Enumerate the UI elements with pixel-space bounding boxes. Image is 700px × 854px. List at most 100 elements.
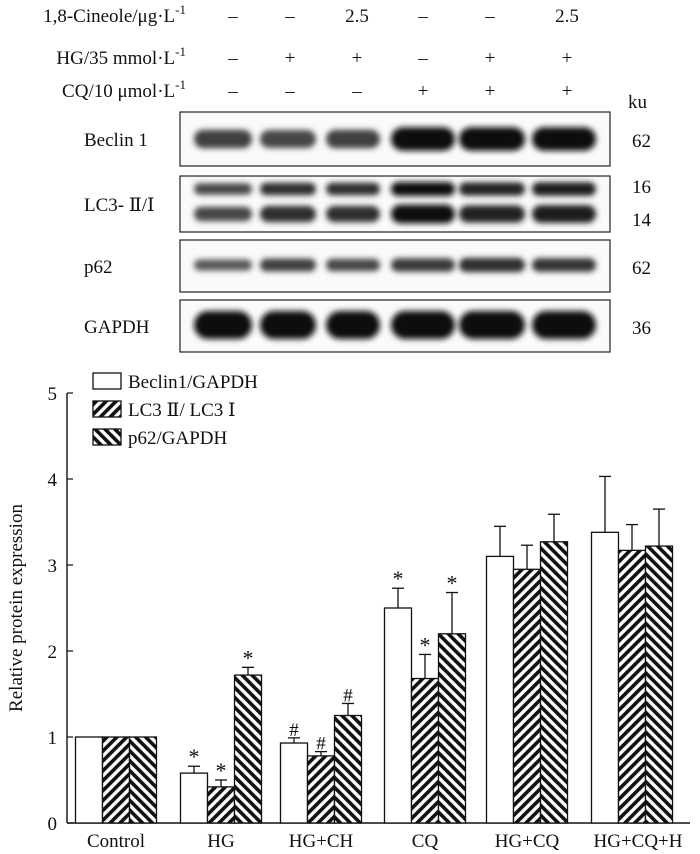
- legend-label: Beclin1/GAPDH: [128, 372, 258, 393]
- bar-white: [279, 742, 309, 824]
- x-tick-label: HG+CQ+H: [594, 831, 683, 852]
- treatment-label: HG/35 mmol·L-1: [56, 44, 186, 69]
- blot-label: LC3- Ⅱ/Ⅰ: [84, 195, 155, 216]
- y-tick-label: 3: [48, 556, 58, 577]
- treatment-sign: +: [485, 48, 496, 69]
- y-tick-label: 4: [48, 470, 58, 491]
- bar-hatch-left: [539, 541, 569, 824]
- blot-band: [260, 310, 316, 340]
- blot-band: [260, 182, 316, 196]
- treatment-sign: +: [562, 48, 573, 69]
- treatment-sign: +: [485, 81, 496, 102]
- blot-band: [326, 182, 380, 196]
- blot-label: GAPDH: [84, 317, 150, 338]
- y-tick-label: 5: [48, 384, 58, 405]
- treatment-sign: –: [284, 81, 295, 102]
- blot-band: [532, 205, 596, 223]
- significance-mark: *: [243, 645, 254, 670]
- blot-band: [532, 182, 596, 196]
- blot-band: [326, 310, 380, 340]
- blot-label: Beclin 1: [84, 130, 148, 151]
- blot-band: [260, 258, 316, 272]
- treatment-label: 1,8-Cineole/μg·L-1: [43, 2, 186, 27]
- significance-mark: #: [343, 685, 353, 706]
- bar-white: [74, 736, 104, 824]
- blot-size-label: 62: [632, 131, 651, 152]
- blot-size-label: 62: [632, 258, 651, 279]
- blot-band: [391, 258, 455, 272]
- bar-hatch-left: [333, 714, 363, 824]
- blot-band: [194, 310, 252, 340]
- blot-band: [532, 127, 596, 151]
- treatment-sign: –: [351, 81, 362, 102]
- blot-band: [459, 182, 525, 196]
- bar-hatch-right: [410, 677, 440, 824]
- significance-mark: *: [189, 744, 200, 769]
- blot-band: [391, 310, 455, 340]
- blot-band: [459, 310, 525, 340]
- x-tick-label: HG+CH: [289, 831, 354, 852]
- treatment-sign: –: [227, 81, 238, 102]
- treatment-sign: +: [352, 48, 363, 69]
- significance-mark: *: [447, 571, 458, 596]
- bar-hatch-right: [617, 549, 647, 824]
- legend-swatch: [92, 372, 122, 390]
- bar-hatch-left: [233, 674, 263, 824]
- treatment-sign: –: [417, 6, 428, 27]
- treatment-sign: –: [227, 6, 238, 27]
- bar-hatch-left: [128, 736, 158, 824]
- treatment-label-superscript: -1: [175, 2, 186, 17]
- bar-white: [383, 607, 413, 824]
- legend-label: LC3 Ⅱ/ LC3 Ⅰ: [128, 400, 236, 421]
- legend-swatch: [92, 400, 122, 418]
- bar-hatch-left: [644, 545, 674, 824]
- significance-mark: *: [420, 632, 431, 657]
- blot-size-label: 16: [632, 177, 651, 198]
- blot-band: [194, 183, 252, 195]
- treatment-sign: –: [417, 48, 428, 69]
- y-tick-label: 2: [48, 642, 58, 663]
- bar-hatch-right: [306, 755, 336, 824]
- blot-size-label: 14: [632, 210, 652, 231]
- blot-band: [391, 127, 455, 151]
- treatment-label-superscript: -1: [175, 44, 186, 59]
- treatment-label: CQ/10 μmol·L-1: [62, 77, 186, 102]
- blot-band: [260, 130, 316, 148]
- bar-hatch-right: [206, 786, 236, 824]
- blot-band: [459, 127, 525, 151]
- bar-hatch-left: [437, 633, 467, 824]
- bar-hatch-right: [512, 568, 542, 824]
- significance-mark: *: [216, 758, 227, 783]
- significance-mark: *: [393, 566, 404, 591]
- bar-white: [179, 772, 209, 824]
- y-axis-title: Relative protein expression: [6, 504, 27, 712]
- x-tick-label: Control: [87, 831, 145, 852]
- blot-band: [459, 257, 525, 273]
- blot-label: p62: [84, 257, 113, 278]
- treatment-sign: 2.5: [555, 6, 579, 27]
- treatment-sign: +: [418, 81, 429, 102]
- blot-band: [391, 204, 455, 224]
- blot-band: [326, 205, 380, 223]
- blot-band: [532, 310, 596, 340]
- treatment-label-superscript: -1: [175, 77, 186, 92]
- bar-white: [590, 531, 620, 824]
- bar-white: [485, 555, 515, 824]
- significance-mark: #: [289, 720, 299, 741]
- treatment-sign: +: [285, 48, 296, 69]
- x-tick-label: HG+CQ: [495, 831, 560, 852]
- legend-label: p62/GAPDH: [128, 428, 228, 449]
- blot-band: [194, 129, 252, 149]
- blot-band: [326, 258, 380, 272]
- ku-unit-label: ku: [628, 92, 648, 113]
- x-tick-label: HG: [207, 831, 235, 852]
- significance-mark: #: [316, 734, 326, 755]
- legend-swatch: [92, 428, 122, 446]
- blot-band: [391, 181, 455, 197]
- treatment-table: 1,8-Cineole/μg·L-1 – – 2.5 – – 2.5 HG/35 mmol·L…: [43, 2, 579, 102]
- bar-chart: 0 1 2 3 4 5 Relative protein expression Control…: [6, 372, 690, 852]
- x-tick-label: CQ: [412, 831, 439, 852]
- blot-band: [194, 206, 252, 222]
- y-tick-label: 1: [48, 728, 58, 749]
